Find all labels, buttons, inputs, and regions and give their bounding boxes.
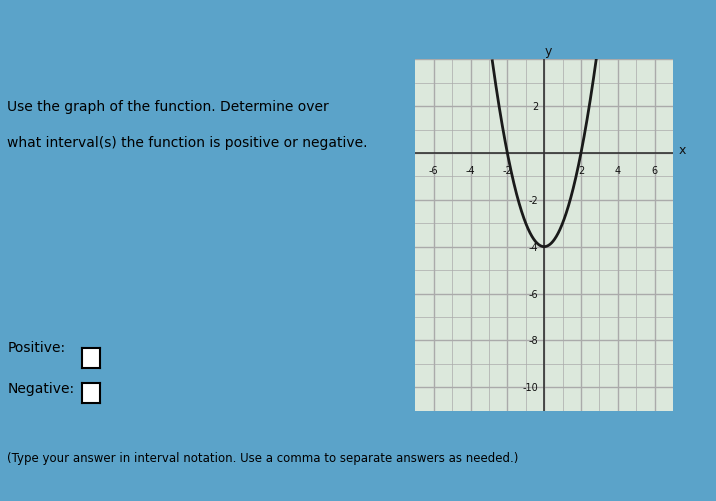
- Text: Negative:: Negative:: [7, 381, 74, 395]
- Text: 2: 2: [533, 102, 538, 112]
- Text: 4: 4: [615, 165, 621, 175]
- Text: 6: 6: [652, 165, 658, 175]
- Text: y: y: [544, 45, 551, 58]
- Text: -2: -2: [529, 195, 538, 205]
- Text: -4: -4: [529, 242, 538, 252]
- Text: -4: -4: [465, 165, 475, 175]
- Text: what interval(s) the function is positive or negative.: what interval(s) the function is positiv…: [7, 135, 367, 149]
- Text: -6: -6: [529, 289, 538, 299]
- Text: Use the graph of the function. Determine over: Use the graph of the function. Determine…: [7, 100, 329, 114]
- Text: x: x: [679, 144, 686, 157]
- Text: 2: 2: [578, 165, 584, 175]
- Text: Positive:: Positive:: [7, 341, 65, 355]
- Text: -10: -10: [523, 382, 538, 392]
- Text: (Type your answer in interval notation. Use a comma to separate answers as neede: (Type your answer in interval notation. …: [7, 451, 518, 464]
- Text: -6: -6: [429, 165, 438, 175]
- Text: -8: -8: [529, 336, 538, 346]
- Text: -2: -2: [503, 165, 512, 175]
